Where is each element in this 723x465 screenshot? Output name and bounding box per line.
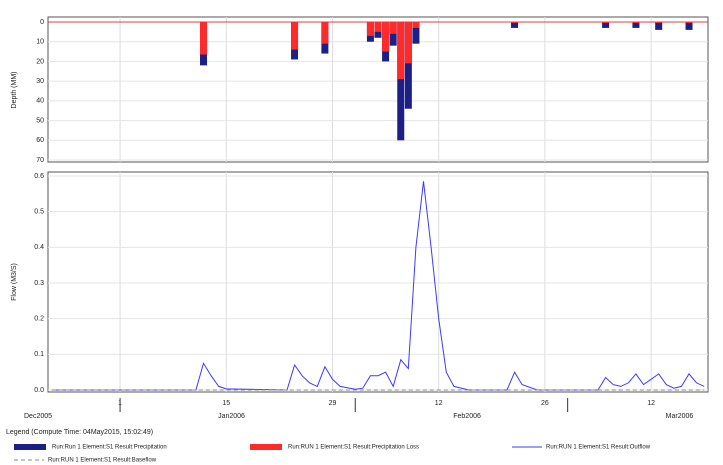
y-tick-label: 70: [36, 157, 44, 164]
legend-label: Run:Run 1 Element:S1 Result:Precipitatio…: [52, 445, 167, 451]
y-tick-label: 40: [36, 98, 44, 105]
bar: [321, 22, 329, 44]
plot-frame: [47, 16, 709, 163]
y-tick-label: 0.6: [34, 173, 44, 180]
y-tick-label: 0.5: [34, 209, 44, 216]
legend-label: Run:RUN 1 Element:S1 Result:Precipitatio…: [288, 445, 419, 451]
bar: [412, 22, 420, 28]
x-tick-label: 26: [541, 400, 549, 407]
month-label: Dec2005: [24, 413, 52, 420]
month-label: Mar2006: [666, 413, 694, 420]
bar: [511, 22, 519, 28]
bar: [655, 22, 663, 30]
bar: [685, 22, 693, 23]
legend-swatch: [14, 444, 46, 450]
bar: [632, 22, 640, 23]
legend-label: Run:RUN 1 Element:S1 Result:Baseflow: [48, 458, 157, 464]
legend-title: Legend (Compute Time: 04May2015, 15:02:4…: [6, 429, 153, 436]
month-label: Feb2006: [453, 413, 481, 420]
bar: [655, 22, 663, 23]
x-tick-label: 12: [647, 400, 655, 407]
bar: [397, 22, 405, 141]
y-tick-label: 10: [36, 39, 44, 46]
bar: [412, 22, 420, 44]
y-axis-label: Flow (M3/S): [11, 263, 18, 301]
plot-frame: [47, 171, 709, 393]
bar: [511, 22, 519, 23]
y-tick-label: 0.0: [34, 387, 44, 394]
y-tick-label: 20: [36, 58, 44, 65]
bar: [397, 22, 405, 80]
y-tick-label: 0.3: [34, 280, 44, 287]
y-tick-label: 50: [36, 117, 44, 124]
y-tick-label: 0: [40, 19, 44, 26]
y-tick-label: 0.1: [34, 351, 44, 358]
x-tick-label: 29: [329, 400, 337, 407]
bar: [291, 22, 299, 50]
bar: [382, 22, 390, 52]
legend-swatch: [250, 444, 282, 450]
bar: [200, 22, 208, 55]
bar: [602, 22, 610, 28]
flow-line: [51, 181, 705, 391]
y-tick-label: 0.2: [34, 316, 44, 323]
month-label: Jan2006: [218, 413, 245, 420]
y-tick-label: 60: [36, 137, 44, 144]
legend-label: Run:RUN 1 Element:S1 Result:Outflow: [546, 445, 651, 451]
bar: [632, 22, 640, 28]
bar: [602, 22, 610, 23]
bar: [389, 22, 397, 34]
y-tick-label: 30: [36, 78, 44, 85]
y-tick-label: 0.4: [34, 244, 44, 251]
y-axis-label: Depth (MM): [11, 72, 18, 109]
x-tick-label: 15: [222, 400, 230, 407]
x-tick-label: 12: [435, 400, 443, 407]
bar: [685, 22, 693, 30]
bar: [404, 22, 412, 64]
bar: [366, 22, 374, 36]
bar: [404, 22, 412, 109]
bar: [374, 22, 382, 32]
